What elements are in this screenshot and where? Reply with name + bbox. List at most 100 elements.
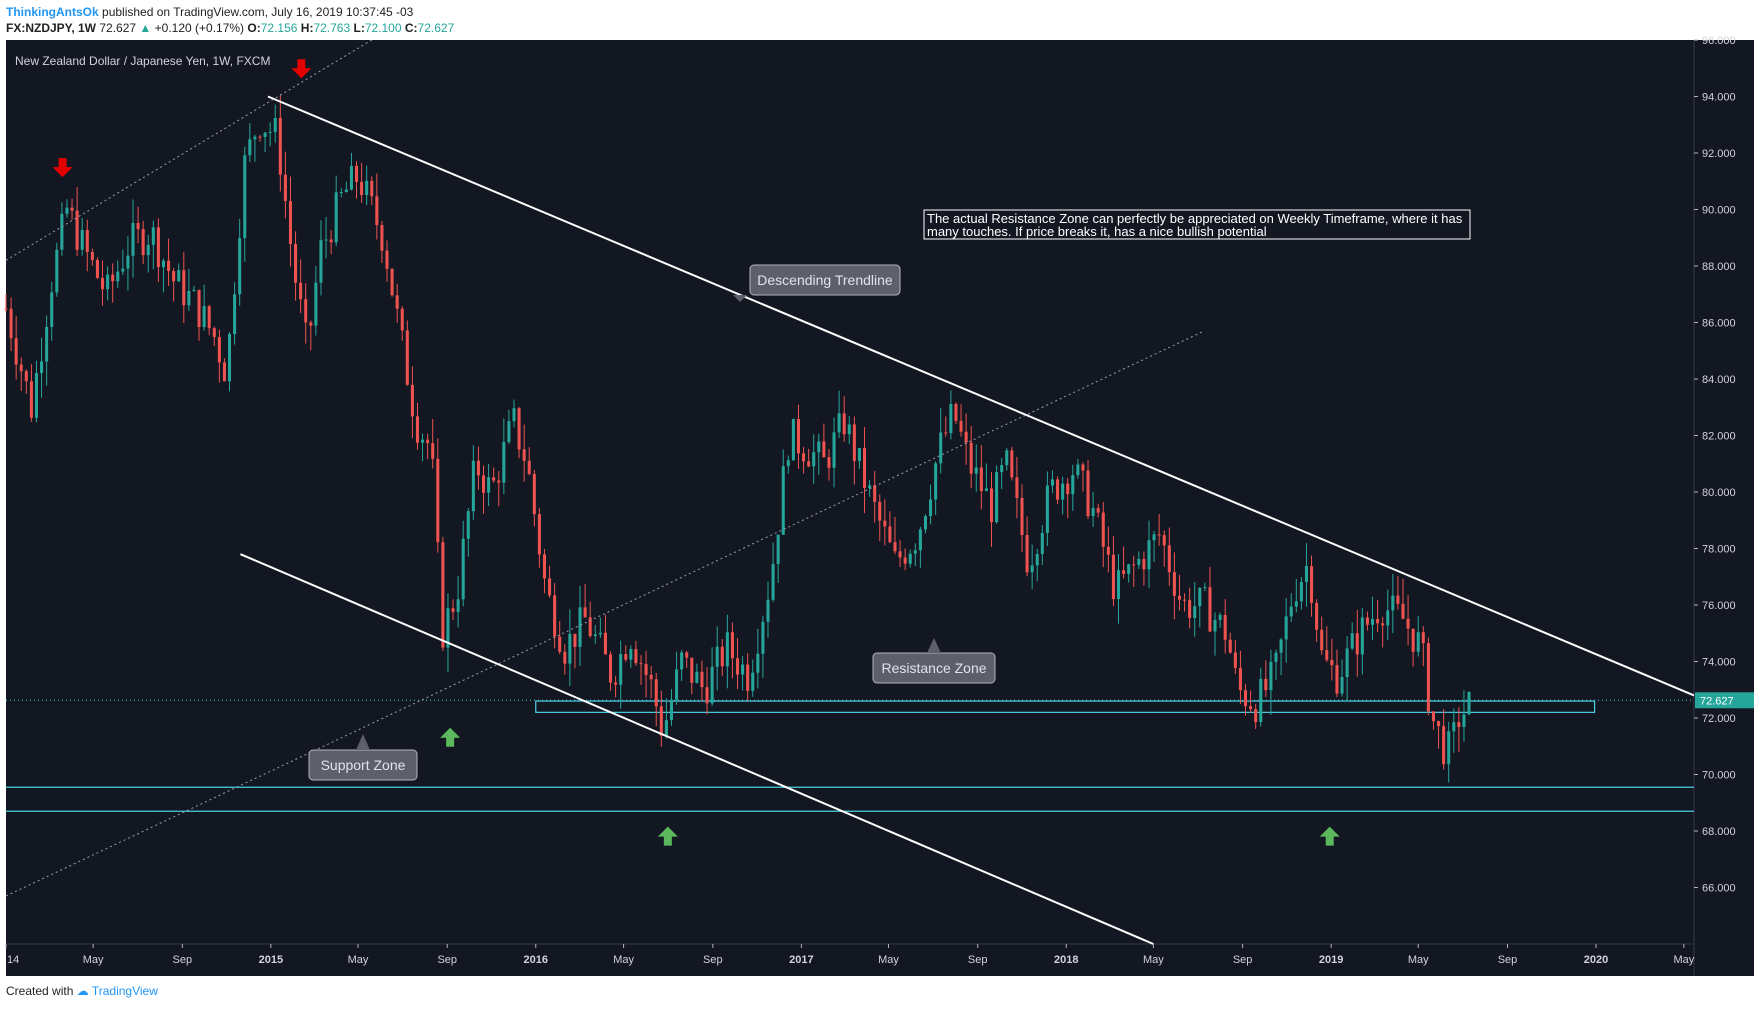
candle-body [111, 274, 115, 282]
candle-down [603, 614, 607, 655]
candle-down [634, 640, 638, 666]
candle-up [1127, 563, 1131, 583]
price-axis-background[interactable] [1694, 40, 1754, 976]
candle-down [537, 507, 541, 568]
candle-down [100, 260, 105, 306]
candle-down [1335, 649, 1339, 698]
resistance-zone-callout: Resistance Zone [872, 638, 996, 684]
candle-down [451, 599, 455, 620]
candle-body [527, 460, 531, 474]
candle-body [989, 488, 994, 523]
y-tick-label-15: 96.000 [1702, 35, 1736, 47]
candle-down [1015, 456, 1019, 519]
lower-dotted-line [5, 330, 1205, 897]
y-tick-label-1: 68.000 [1702, 826, 1736, 838]
candle-body [9, 308, 13, 339]
candle-body [852, 424, 856, 461]
candle-down [573, 633, 577, 669]
candle-down [390, 268, 394, 297]
candle-down [111, 263, 115, 303]
candle-down [614, 676, 618, 698]
candle-body [1116, 570, 1121, 600]
candle-body [644, 664, 648, 675]
candle-up [466, 507, 470, 557]
candle-body [522, 449, 526, 461]
candle-up [421, 433, 425, 462]
candle-body [1208, 587, 1212, 632]
candle-up [507, 409, 511, 445]
candle-up [949, 390, 953, 440]
candle-up [725, 614, 729, 689]
author-link[interactable]: ThinkingAntsOk [6, 5, 99, 19]
candle-body [329, 239, 333, 243]
candle-down [29, 364, 33, 422]
candle-up [771, 542, 775, 603]
candle-body [908, 553, 912, 564]
candle-body [685, 652, 689, 658]
candle-body [1447, 731, 1451, 765]
tradingview-brand[interactable]: TradingView [91, 984, 158, 998]
publish-info: published on TradingView.com, July 16, 2… [102, 5, 414, 19]
candle-down [1421, 626, 1425, 667]
candle-body [954, 404, 958, 421]
candle-body [461, 538, 465, 600]
candle-up [695, 663, 699, 684]
candle-body [837, 413, 841, 433]
candle-down [9, 297, 13, 352]
symbol-label: FX:NZDJPY, 1W [6, 21, 97, 35]
candle-down [329, 230, 333, 255]
candle-down [807, 448, 811, 468]
candle-body [1355, 633, 1359, 655]
candle-up [126, 236, 130, 291]
candle-down [1330, 638, 1334, 681]
candle-body [568, 633, 572, 664]
candle-down [278, 95, 282, 192]
candle-down [288, 176, 293, 267]
candle-body [431, 443, 435, 459]
candle-body [1025, 535, 1029, 573]
candle-up [248, 123, 252, 163]
candle-up [715, 626, 719, 691]
candle-body [578, 607, 582, 647]
candle-down [1431, 711, 1435, 730]
candle-up [324, 217, 328, 259]
candle-body [106, 274, 110, 290]
candle-up [1091, 491, 1095, 528]
candle-body [868, 485, 872, 489]
candle-up [461, 520, 465, 607]
candle-body [735, 658, 740, 675]
candle-body [202, 306, 206, 328]
candle-up [1340, 659, 1344, 697]
candle-body [781, 466, 785, 535]
candle-down [304, 283, 308, 344]
candle-body [1066, 483, 1070, 495]
candle-down [1355, 609, 1359, 677]
candle-body [532, 473, 536, 515]
candle-body [802, 453, 806, 462]
candle-body [481, 475, 486, 493]
candle-body [1294, 601, 1298, 607]
candle-up [1040, 525, 1044, 565]
candle-up [1061, 476, 1065, 515]
candle-body [817, 441, 821, 453]
candle-body [700, 671, 704, 688]
candle-up [1386, 589, 1390, 640]
candle-up [1304, 543, 1308, 607]
candle-up [487, 463, 491, 507]
candle-up [817, 433, 821, 475]
candle-body [283, 174, 287, 202]
candle-down [517, 406, 521, 459]
candle-down [588, 601, 592, 638]
candle-down [720, 639, 724, 677]
candle-body [4, 308, 8, 310]
candle-body [959, 420, 963, 432]
candle-down [862, 427, 867, 514]
candle-down [441, 536, 445, 652]
candle-body [756, 653, 760, 673]
candle-body [1259, 678, 1263, 723]
candle-down [1254, 703, 1258, 729]
candle-down [522, 424, 526, 482]
candle-body [1233, 652, 1237, 668]
candle-body [1081, 464, 1085, 471]
